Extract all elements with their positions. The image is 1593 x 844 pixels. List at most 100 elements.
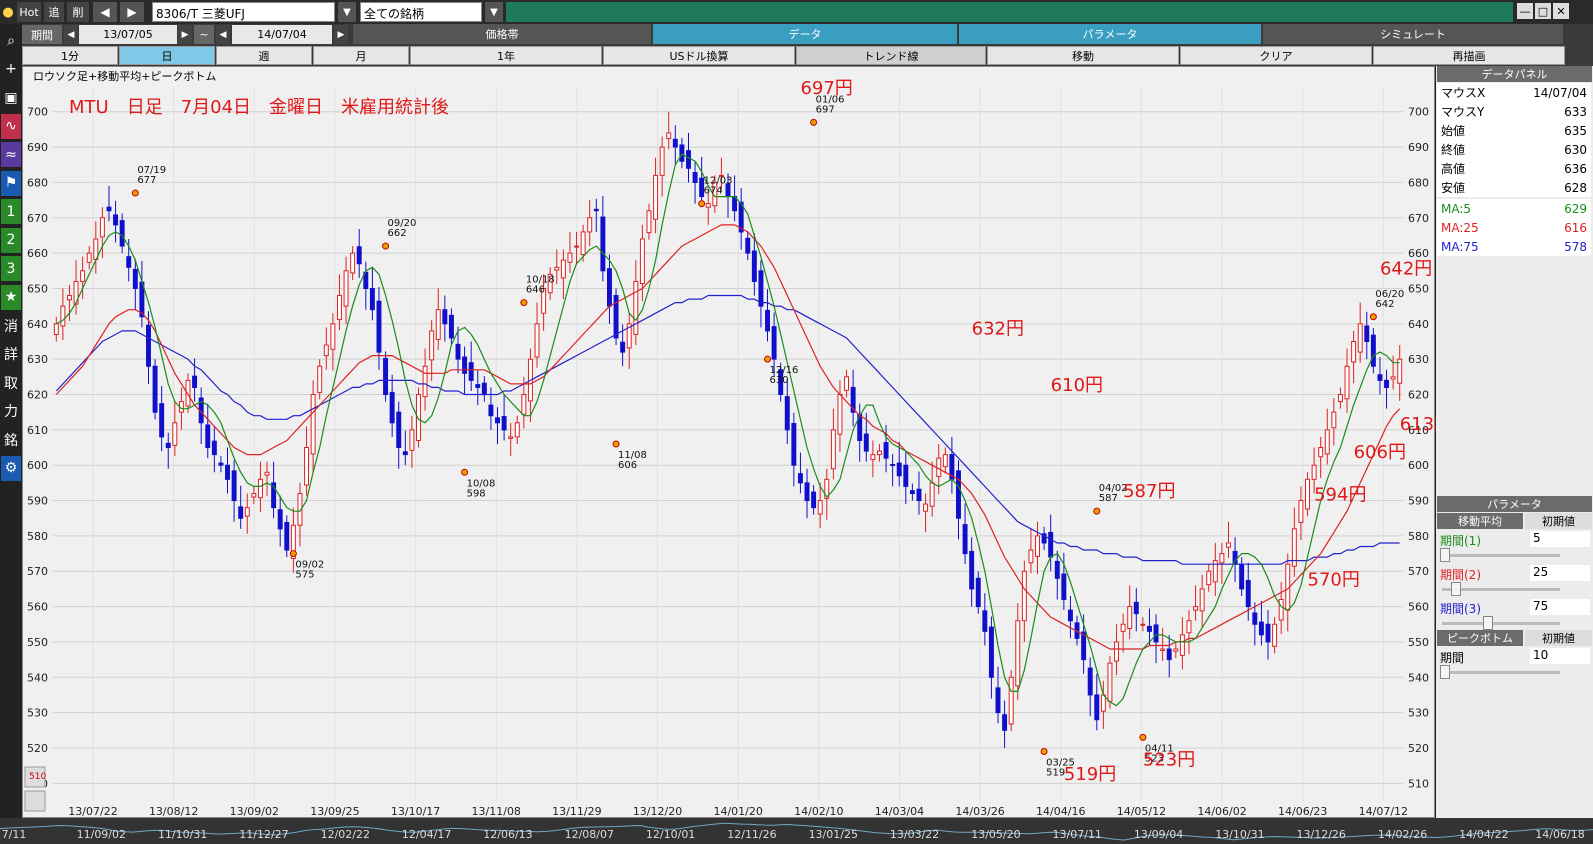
delete-button[interactable]: 削 xyxy=(67,2,89,22)
candle-body xyxy=(1291,528,1297,567)
camera-icon[interactable]: ▣ xyxy=(4,89,18,106)
ma-period-input[interactable]: 75 xyxy=(1530,599,1590,615)
candle-body xyxy=(1100,694,1106,712)
tab-simulate[interactable]: シミュレート xyxy=(1263,24,1563,44)
hot-button[interactable]: Hot xyxy=(17,2,41,22)
from-date-input[interactable]: 13/07/05 xyxy=(79,25,177,44)
tab-1year[interactable]: 1年 xyxy=(410,46,602,65)
symbol-dropdown-icon[interactable]: ▼ xyxy=(338,2,356,22)
candle-body xyxy=(218,462,224,466)
chart-area[interactable]: 510 510 520 520 530 530 540 540 550 550 560 560 570 5… xyxy=(22,66,1436,818)
universe-dropdown-icon[interactable]: ▼ xyxy=(485,2,503,22)
ma-period-slider-track xyxy=(1442,588,1560,591)
line-chart-icon[interactable]: ∿ xyxy=(1,113,21,139)
to-prev-icon[interactable]: ◀ xyxy=(216,25,230,44)
peak-marker xyxy=(612,440,620,448)
timeline-tick-label: 12/10/01 xyxy=(645,828,696,841)
tool-7[interactable]: 1 xyxy=(1,199,21,224)
y-tick-label-right: 700 xyxy=(1408,106,1429,119)
timeline-tick-label: 13/12/26 xyxy=(1296,828,1346,841)
from-prev-icon[interactable]: ◀ xyxy=(64,25,78,44)
candle-body xyxy=(60,305,66,327)
y-tick-label: 670 xyxy=(27,212,48,225)
ma-period-slider-thumb[interactable] xyxy=(1483,616,1494,630)
tab-move[interactable]: 移動 xyxy=(987,46,1179,65)
timeline-bar[interactable] xyxy=(0,818,1593,844)
candle-body xyxy=(330,323,336,350)
candle-body xyxy=(1160,648,1166,651)
candle-body xyxy=(271,482,277,509)
candle-body xyxy=(653,174,659,220)
ma-reset-button[interactable]: 初期値 xyxy=(1525,513,1592,529)
x-tick-label: 14/07/12 xyxy=(1359,805,1408,818)
tool-8[interactable]: 2 xyxy=(1,227,21,253)
candle-body xyxy=(462,356,468,374)
minimize-icon[interactable]: — xyxy=(1517,3,1533,19)
candle-body xyxy=(929,482,935,507)
maximize-icon[interactable]: □ xyxy=(1535,3,1551,19)
pb-period-input[interactable]: 10 xyxy=(1530,648,1590,664)
gear-icon[interactable]: ⚙ xyxy=(1,455,21,481)
search-icon[interactable]: ⌕ xyxy=(7,32,15,49)
tool-12[interactable]: 詳 xyxy=(4,347,18,363)
candle-body xyxy=(1193,606,1199,611)
close-icon[interactable]: ✕ xyxy=(1553,3,1569,19)
tool-9[interactable]: 3 xyxy=(1,256,21,281)
y-tick-label: 700 xyxy=(27,106,48,119)
candle-body xyxy=(1226,542,1231,548)
tab-clear[interactable]: クリア xyxy=(1180,46,1372,65)
lightbulb-icon[interactable]: ● xyxy=(2,4,14,20)
tab-price-band[interactable]: 価格帯 xyxy=(353,24,651,44)
y-tick-label-right: 510 xyxy=(1408,777,1429,790)
tab-trendline[interactable]: トレンド線 xyxy=(796,46,986,65)
ma-period-slider-thumb[interactable] xyxy=(1450,582,1461,596)
candle-body xyxy=(284,521,290,551)
tab-parameter[interactable]: パラメータ xyxy=(959,24,1261,44)
candle-body xyxy=(883,442,889,459)
tab-usd[interactable]: USドル換算 xyxy=(603,46,795,65)
ma-period-slider-thumb[interactable] xyxy=(1440,548,1450,562)
y-tick-label: 560 xyxy=(27,601,48,614)
pb-period-slider-thumb[interactable] xyxy=(1440,665,1450,679)
timeline-line xyxy=(0,822,1593,841)
tool-11[interactable]: 消 xyxy=(4,318,18,335)
y-tick-label: 550 xyxy=(27,636,48,649)
wave-icon[interactable]: ≈ xyxy=(1,142,21,167)
tool-14[interactable]: 力 xyxy=(4,404,18,420)
candle-body xyxy=(1305,478,1310,510)
peak-date-label: 01/06 xyxy=(816,94,845,105)
tool-13[interactable]: 取 xyxy=(4,375,18,392)
tab-redraw[interactable]: 再描画 xyxy=(1373,46,1565,65)
candle-body xyxy=(1008,676,1014,725)
universe-select[interactable]: 全ての銘柄 xyxy=(360,2,482,22)
y-tick-label-right: 550 xyxy=(1408,636,1429,649)
candle-body xyxy=(277,509,283,530)
tab-monthly[interactable]: 月 xyxy=(313,46,409,65)
tab-data[interactable]: データ xyxy=(653,24,957,44)
tab-daily[interactable]: 日 xyxy=(119,46,215,65)
tab-1min[interactable]: 1分 xyxy=(22,46,118,65)
mini-chart-icon xyxy=(24,766,46,788)
star-icon[interactable]: ★ xyxy=(1,284,21,310)
tool-15[interactable]: 銘 xyxy=(4,432,18,449)
from-next-icon[interactable]: ▶ xyxy=(178,25,192,44)
data-row-label: マウスX xyxy=(1441,86,1486,100)
peak-date-label: 12/03 xyxy=(704,176,733,187)
ma-period-input[interactable]: 5 xyxy=(1530,531,1590,547)
candle-body xyxy=(448,314,454,339)
prev-arrow-icon[interactable]: ◀ xyxy=(93,2,117,22)
to-next-icon[interactable]: ▶ xyxy=(334,25,348,44)
plus-icon[interactable]: + xyxy=(5,61,17,77)
timeline-tick-label: 14/02/26 xyxy=(1377,828,1428,841)
flag-icon[interactable]: ⚑ xyxy=(1,170,21,196)
candle-body xyxy=(633,280,639,335)
peak-marker xyxy=(810,118,818,126)
tab-weekly[interactable]: 週 xyxy=(216,46,312,65)
ma-period-input[interactable]: 25 xyxy=(1530,565,1590,581)
peak-date-label: 12/16 xyxy=(770,365,799,376)
symbol-input[interactable]: 8306/T 三菱UFJ xyxy=(152,2,335,22)
pb-reset-button[interactable]: 初期値 xyxy=(1525,630,1592,646)
to-date-input[interactable]: 14/07/04 xyxy=(232,25,332,44)
add-button[interactable]: 追 xyxy=(44,2,64,22)
next-arrow-icon[interactable]: ▶ xyxy=(120,2,144,22)
